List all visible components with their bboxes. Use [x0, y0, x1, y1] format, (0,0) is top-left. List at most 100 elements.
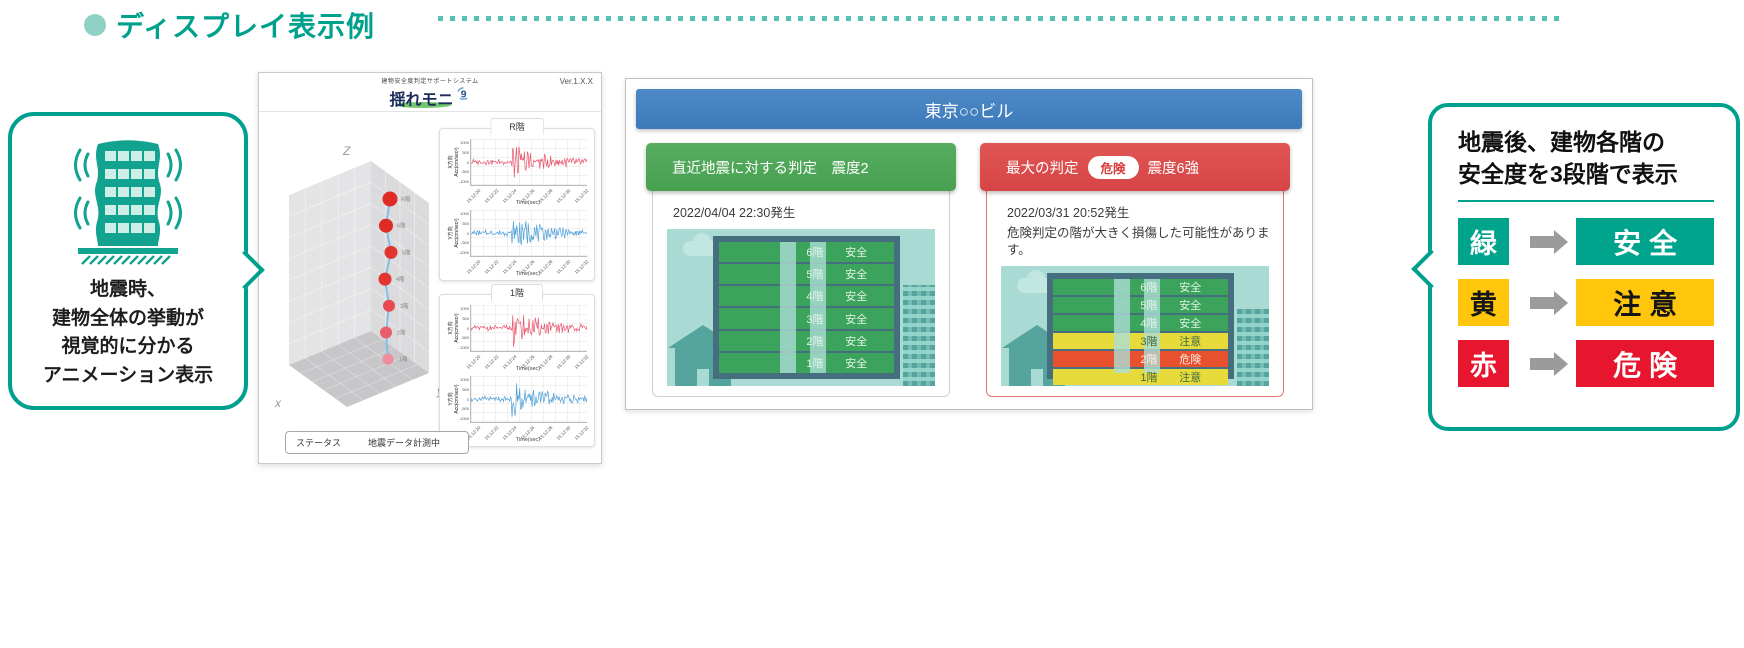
- waveform-plot: [470, 305, 587, 352]
- animation-callout: 地震時、 建物全体の挙動が 視覚的に分かる アニメーション表示: [8, 112, 265, 410]
- y-axis-ticks: 1000 500 0 -500 -1000: [458, 377, 469, 421]
- legend-meaning-danger: 危険: [1576, 340, 1714, 388]
- max-quake-card: 最大の判定 危険 震度6強 2022/03/31 20:52発生 危険判定の階が…: [980, 143, 1290, 397]
- legend-row-danger: 赤 危険: [1458, 340, 1714, 388]
- svg-text:3階: 3階: [400, 302, 409, 310]
- waveform-plot: [470, 210, 587, 257]
- city-silhouette: [903, 285, 935, 386]
- building-illustration: 6階 安全 5階 安全 4階 安全 3階 安全 2階 安全 1階 安全: [667, 228, 935, 386]
- floor-row: 6階 安全: [1052, 278, 1229, 295]
- page-heading: ディスプレイ表示例: [84, 5, 375, 45]
- legend-callout: 地震後、建物各階の 安全度を3段階で表示 緑 安全 黄 注意 赤 危険: [1411, 103, 1740, 431]
- legend-divider: [1458, 200, 1714, 203]
- time-axis-label: Time(sec): [515, 271, 541, 277]
- floor-row: 4階 安全: [1052, 312, 1229, 331]
- y-direction-chart: Y方向 Acc(cm/sec²) 1000 500 0 -500 -1000: [442, 210, 592, 257]
- legend-row-safe: 緑 安全: [1458, 218, 1714, 266]
- y-axis-ticks: 1000 500 0 -500 -1000: [458, 211, 469, 255]
- page-title: ディスプレイ表示例: [116, 11, 376, 42]
- legend-title: 地震後、建物各階の 安全度を3段階で表示: [1458, 129, 1678, 187]
- legend-meaning-safe: 安全: [1576, 218, 1714, 266]
- status-value: 地震データ計測中: [368, 438, 441, 448]
- y-axis-ticks: 1000 500 0 -500 -1000: [458, 306, 469, 350]
- floor-row: 1階 安全: [718, 350, 895, 373]
- x-direction-chart: X方向 Acc(cm/sec²) 1000 500 0 -500 -1000: [442, 305, 592, 352]
- floor-status-building: 6階 安全 5階 安全 4階 安全 3階 注意 2階 危険 1階 注意: [1046, 272, 1235, 385]
- max-card-header: 最大の判定 危険 震度6強: [980, 143, 1290, 191]
- building-illustration: 6階 安全 5階 安全 4階 安全 3階 注意 2階 危険 1階 注意: [1001, 265, 1269, 386]
- time-ticks: 15:12:20 15:12:22 15:12:24 15:12:26 15:12:28…: [465, 259, 590, 275]
- legend-color-yellow: 黄: [1458, 279, 1509, 327]
- bullet-icon: [84, 14, 106, 36]
- x-direction-chart: X方向 Acc(cm/sec²) 1000 500 0 -500 -1000: [442, 139, 592, 186]
- building-stripe: [1114, 278, 1131, 373]
- legend-color-green: 緑: [1458, 218, 1509, 266]
- svg-text:R階: R階: [401, 195, 411, 203]
- svg-text:6階: 6階: [397, 222, 406, 230]
- time-ticks: 15:12:20 15:12:22 15:12:24 15:12:26 15:12:28…: [465, 188, 590, 204]
- callout-pointer-left: [1411, 249, 1451, 289]
- y-direction-chart: Y方向 Acc(cm/sec²) 1000 500 0 -500 -1000: [442, 376, 592, 423]
- svg-text:4階: 4階: [396, 275, 405, 283]
- panel-tab: R階: [490, 118, 544, 135]
- x-axis-label: x: [274, 396, 282, 410]
- waveform-panel-roof: R階 X方向 Acc(cm/sec²) 1000 500 0 -500 -1000 15:…: [439, 118, 595, 281]
- building-stripe: [780, 241, 797, 373]
- logo-mark-icon: 9: [456, 87, 468, 100]
- floor-row: 2階 危険: [1052, 348, 1229, 367]
- danger-badge: 危険: [1087, 155, 1139, 179]
- legend-row-caution: 黄 注意: [1458, 279, 1714, 327]
- quake-date: 2022/03/31 20:52発生: [1007, 206, 1130, 220]
- legend-meaning-caution: 注意: [1576, 279, 1714, 327]
- app-logo: 揺れモニ 9: [389, 86, 470, 110]
- panel-tab: 1階: [490, 284, 544, 301]
- quake-date: 2022/04/04 22:30発生: [673, 206, 796, 220]
- floor-status-building: 6階 安全 5階 安全 4階 安全 3階 安全 2階 安全 1階 安全: [712, 235, 901, 379]
- recent-card-header: 直近地震に対する判定 震度2: [646, 143, 956, 191]
- app-version: Ver.1.X.X: [559, 77, 593, 86]
- legend-color-red: 赤: [1458, 340, 1509, 388]
- svg-text:9: 9: [460, 89, 466, 100]
- svg-text:2階: 2階: [397, 329, 406, 337]
- iso-floor: [289, 331, 429, 407]
- floor-row: 5階 安全: [718, 262, 895, 285]
- arrow-icon: [1529, 290, 1569, 315]
- floor-row: 1階 注意: [1052, 366, 1229, 385]
- floor-row: 2階 安全: [718, 328, 895, 351]
- recent-quake-card: 直近地震に対する判定 震度2 2022/04/04 22:30発生 6階 安全 5…: [646, 143, 956, 397]
- dotted-divider: [438, 16, 1562, 21]
- arrow-icon: [1529, 351, 1569, 376]
- y-axis-ticks: 1000 500 0 -500 -1000: [458, 140, 469, 184]
- display-board: 東京○○ビル 直近地震に対する判定 震度2 2022/04/04 22:30発生…: [625, 78, 1313, 410]
- app-tagline: 建物安全度判定サポートシステム: [381, 79, 479, 85]
- time-axis-label: Time(sec): [515, 437, 541, 443]
- status-bar: ステータス 地震データ計測中: [285, 431, 469, 454]
- time-axis-label: Time(sec): [515, 200, 541, 206]
- z-axis-label: Z: [342, 144, 351, 158]
- shaking-building-icon: [74, 140, 182, 265]
- floor-row: 3階 注意: [1052, 330, 1229, 349]
- max-card-body: 2022/03/31 20:52発生 危険判定の階が大きく損傷した可能性がありま…: [986, 165, 1284, 397]
- animation-callout-text: 地震時、 建物全体の挙動が 視覚的に分かる アニメーション表示: [42, 279, 214, 386]
- damage-note: 危険判定の階が大きく損傷した可能性があります。: [1007, 225, 1270, 257]
- waveform-plot: [470, 139, 587, 186]
- time-axis-label: Time(sec): [515, 366, 541, 372]
- floor-row: 5階 安全: [1052, 294, 1229, 313]
- time-ticks: 15:12:20 15:12:22 15:12:24 15:12:26 15:12:28…: [465, 425, 590, 441]
- floor-row: 4階 安全: [718, 284, 895, 307]
- floor-row: 6階 安全: [718, 241, 895, 263]
- building-title-bar: 東京○○ビル: [636, 89, 1302, 129]
- svg-text:5階: 5階: [402, 248, 411, 256]
- recent-card-body: 2022/04/04 22:30発生 6階 安全 5階 安全 4階 安全 3階 安全 2…: [652, 165, 950, 397]
- monitor-app-window: 建物安全度判定サポートシステム 揺れモニ 9 Ver.1.X.X Z x y R…: [258, 72, 602, 464]
- waveform-charts: R階 X方向 Acc(cm/sec²) 1000 500 0 -500 -1000 15:…: [439, 115, 597, 447]
- app-header: 建物安全度判定サポートシステム 揺れモニ 9 Ver.1.X.X: [259, 73, 601, 112]
- svg-text:1階: 1階: [399, 355, 408, 363]
- city-silhouette: [1237, 308, 1269, 386]
- status-label: ステータス: [296, 438, 342, 448]
- arrow-icon: [1529, 229, 1569, 254]
- time-ticks: 15:12:20 15:12:22 15:12:24 15:12:26 15:12:28…: [465, 354, 590, 370]
- building-stripe: [1143, 278, 1160, 373]
- floor-row: 3階 安全: [718, 306, 895, 329]
